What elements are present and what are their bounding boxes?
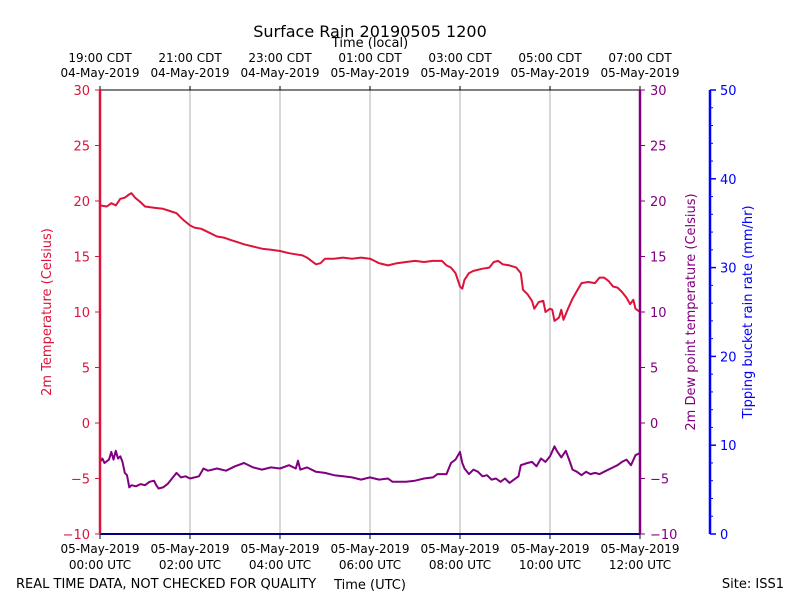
x-top-tick-label-time: 05:00 CDT <box>518 51 582 65</box>
y-right1-tick-label: 25 <box>650 140 667 155</box>
y-left-tick-label: 15 <box>73 251 90 266</box>
y-left-tick-label: 25 <box>73 140 90 155</box>
x-tick-label-time: 00:00 UTC <box>69 558 131 572</box>
x-tick-label-time: 10:00 UTC <box>519 558 581 572</box>
y-right2-tick-label: 20 <box>720 350 737 365</box>
x-tick-label-time: 06:00 UTC <box>339 558 401 572</box>
x-tick-label-time: 02:00 UTC <box>159 558 221 572</box>
temperature-line <box>99 192 641 322</box>
y-right1-tick-label: −10 <box>650 528 677 543</box>
dewpoint-line <box>99 445 641 490</box>
x-tick-label-time: 04:00 UTC <box>249 558 311 572</box>
y-right2-tick-label: 10 <box>720 439 737 454</box>
right-rain-axis-label: Tipping bucket rain rate (mm/hr) <box>741 205 756 419</box>
x-tick-label-date: 05-May-2019 <box>240 542 319 556</box>
y-right1-tick-label: 10 <box>650 306 667 321</box>
y-left-tick-label: 20 <box>73 195 90 210</box>
x-tick-label-date: 05-May-2019 <box>420 542 499 556</box>
y-left-tick-label: −5 <box>71 473 90 488</box>
y-right1-tick-label: 5 <box>650 362 658 377</box>
y-left-tick-label: 10 <box>73 306 90 321</box>
y-right1-tick-label: 20 <box>650 195 667 210</box>
axis-ticks: 05-May-2019 00:00 UTC 05-May-2019 02:00 UTC… <box>60 51 736 572</box>
y-left-tick-label: 5 <box>82 362 90 377</box>
x-top-tick-label-date: 05-May-2019 <box>600 66 679 80</box>
x-tick-label-time: 08:00 UTC <box>429 558 491 572</box>
chart-title: Surface Rain 20190505 1200 <box>253 22 487 41</box>
vertical-gridlines <box>189 90 551 534</box>
y-right1-tick-label: −5 <box>650 473 669 488</box>
bottom-axis-label: Time (UTC) <box>333 578 406 593</box>
y-left-tick-label: −10 <box>63 528 90 543</box>
right-dewpoint-axis-label: 2m Dew point temperature (Celsius) <box>684 193 699 430</box>
x-top-tick-label-date: 05-May-2019 <box>330 66 409 80</box>
x-top-tick-label-time: 21:00 CDT <box>158 51 222 65</box>
y-right2-tick-label: 30 <box>720 262 737 277</box>
x-top-tick-label-time: 01:00 CDT <box>338 51 402 65</box>
x-tick-label-date: 05-May-2019 <box>150 542 229 556</box>
x-top-tick-label-date: 04-May-2019 <box>150 66 229 80</box>
y-right2-tick-label: 50 <box>720 84 737 99</box>
x-tick-label-date: 05-May-2019 <box>600 542 679 556</box>
x-top-tick-label-time: 03:00 CDT <box>428 51 492 65</box>
x-tick-label-date: 05-May-2019 <box>60 542 139 556</box>
x-tick-label-date: 05-May-2019 <box>330 542 409 556</box>
x-tick-label-date: 05-May-2019 <box>510 542 589 556</box>
site-label: Site: ISS1 <box>722 577 784 592</box>
y-left-tick-label: 30 <box>73 84 90 99</box>
top-axis-label: Time (local) <box>331 36 408 51</box>
x-top-tick-label-date: 05-May-2019 <box>510 66 589 80</box>
x-top-tick-label-time: 07:00 CDT <box>608 51 672 65</box>
y-right1-tick-label: 30 <box>650 84 667 99</box>
y-right2-tick-label: 0 <box>720 528 728 543</box>
x-top-tick-label-time: 23:00 CDT <box>248 51 312 65</box>
y-left-tick-label: 0 <box>82 417 90 432</box>
x-top-tick-label-date: 04-May-2019 <box>60 66 139 80</box>
left-axis-label: 2m Temperature (Celsius) <box>40 228 55 396</box>
x-tick-label-time: 12:00 UTC <box>609 558 671 572</box>
y-right1-tick-label: 15 <box>650 251 667 266</box>
y-right2-tick-label: 40 <box>720 173 737 188</box>
x-top-tick-label-time: 19:00 CDT <box>68 51 132 65</box>
x-top-tick-label-date: 04-May-2019 <box>240 66 319 80</box>
x-top-tick-label-date: 05-May-2019 <box>420 66 499 80</box>
y-right1-tick-label: 0 <box>650 417 658 432</box>
footer-note: REAL TIME DATA, NOT CHECKED FOR QUALITY <box>16 577 316 592</box>
